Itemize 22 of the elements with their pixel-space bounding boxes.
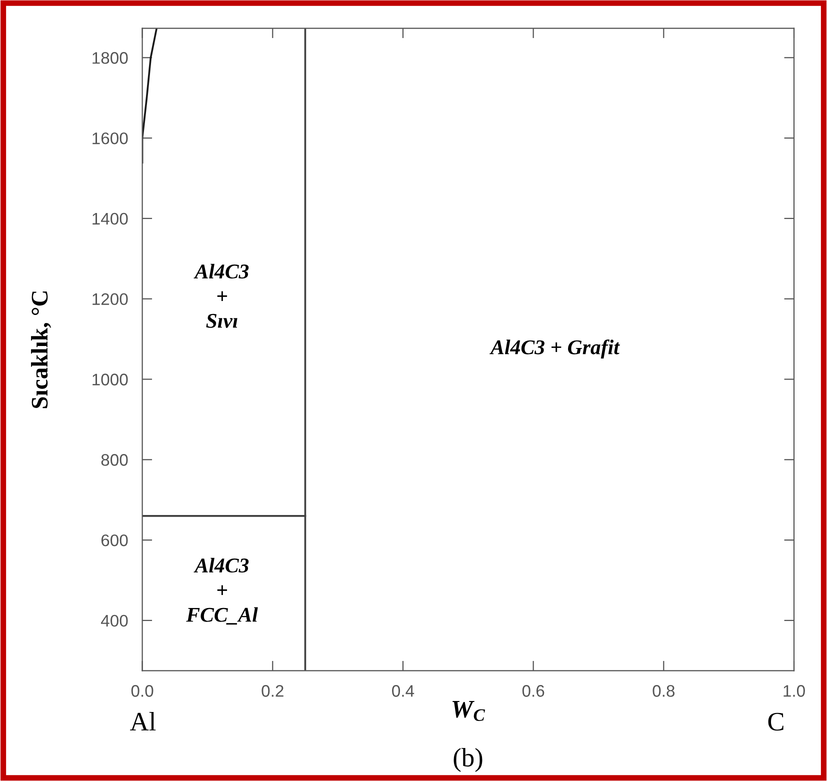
y-tick-label: 800	[101, 454, 128, 466]
x-tick-label: 0.8	[652, 685, 675, 697]
y-tick-label: 1200	[92, 293, 128, 306]
y-tick-label: 600	[101, 534, 128, 546]
text: (b)	[454, 748, 482, 772]
annotation: Al4C3 + Sıvı	[194, 264, 249, 328]
annotation: Al4C3 + FCC_Al	[186, 558, 258, 625]
x-axis-title: W$_{C}$	[452, 700, 486, 721]
x-tick-label: 0.0	[131, 685, 154, 697]
x-tick-label: 0.6	[522, 685, 544, 697]
y-tick-label: 1000	[92, 374, 128, 386]
annotation: Al4C3 + Grafit	[490, 339, 620, 359]
x-tick-label: 1.0	[784, 685, 805, 697]
y-tick-label: 1600	[92, 132, 128, 144]
y-tick-label: 400	[100, 614, 128, 627]
y-tick-label: 1800	[92, 52, 128, 64]
y-axis-title: Sıcaklık, °C	[31, 291, 52, 408]
y-tick-label: 1400	[92, 212, 128, 225]
text: C	[768, 712, 784, 731]
x-tick-label: 0.4	[392, 685, 414, 697]
x-tick-label: 0.2	[262, 685, 284, 697]
text: Al	[130, 712, 156, 730]
